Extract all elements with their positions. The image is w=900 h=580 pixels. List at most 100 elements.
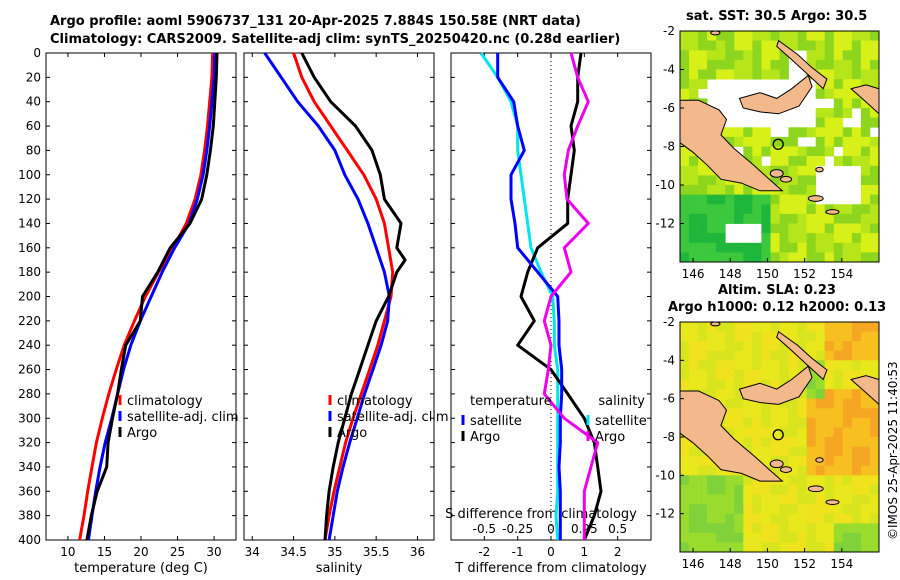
sst-cell: [824, 31, 835, 41]
sst-cell: [842, 233, 853, 244]
sla-cell: [707, 465, 717, 476]
sla-cell: [734, 475, 744, 486]
sla-cell: [761, 360, 771, 371]
sst-cell: [680, 79, 690, 90]
sla-cell: [824, 513, 835, 524]
sla-cell: [689, 341, 699, 352]
depth-tick-label: 160: [18, 241, 41, 255]
difference-legend-label: Argo: [470, 430, 500, 445]
sla-cell: [734, 408, 744, 419]
sst-cell: [797, 223, 807, 234]
sla-cell: [779, 513, 789, 524]
sla-cell: [824, 446, 835, 457]
sla-cell: [716, 341, 726, 352]
sla-cell: [824, 369, 835, 380]
sla-cell: [806, 389, 816, 400]
sst-cell: [788, 204, 798, 215]
sla-xtick-label: 154: [830, 557, 853, 571]
sla-cell: [788, 417, 798, 428]
sst-cell: [806, 156, 816, 167]
sla-cell: [824, 437, 835, 447]
sla-cell: [680, 446, 690, 457]
sst-cell: [860, 223, 871, 234]
sst-cell: [698, 40, 708, 51]
sst-cell: [870, 213, 880, 224]
salinity-panel-xtick-label: 36: [410, 545, 425, 559]
sst-cell: [680, 165, 690, 176]
sst-cell: [734, 69, 744, 80]
sst-cell: [842, 204, 853, 215]
sla-cell: [761, 350, 771, 361]
sla-cell: [689, 331, 699, 342]
sla-cell: [734, 322, 744, 332]
sst-cell: [779, 31, 789, 41]
sst-cell: [734, 185, 744, 195]
difference-stick-label: -0.5: [473, 522, 496, 536]
sst-cell: [797, 204, 807, 215]
sst-cell: [851, 69, 862, 80]
sst-cell: [788, 175, 798, 186]
difference-panel-xtick-label: 0: [547, 545, 555, 559]
sst-cell: [824, 88, 835, 99]
sla-cell: [725, 322, 735, 332]
sst-cell: [815, 233, 826, 244]
sst-cell: [815, 31, 826, 41]
sst-cell: [716, 223, 726, 234]
sst-cell: [815, 136, 826, 147]
sst-cell: [761, 69, 771, 80]
sst-argo-marker: [772, 138, 784, 150]
sla-cell: [870, 494, 880, 505]
sla-cell: [842, 369, 853, 380]
sst-cell: [734, 204, 744, 215]
sla-cell: [842, 446, 853, 457]
sla-cell: [842, 360, 853, 371]
sla-cell: [752, 523, 762, 534]
sla-cell: [752, 427, 762, 438]
sst-cell: [779, 185, 789, 195]
sla-cell: [788, 331, 798, 342]
sla-cell: [806, 408, 816, 419]
sla-cell: [851, 369, 862, 380]
sla-ytick-label: -12: [655, 507, 675, 521]
sst-cell: [689, 79, 699, 90]
sla-cell: [716, 465, 726, 476]
sla-cell: [770, 331, 780, 342]
sst-cell: [860, 242, 871, 253]
sla-cell: [824, 417, 835, 428]
sla-cell: [689, 369, 699, 380]
sst-cell: [707, 204, 717, 215]
sst-cell: [770, 242, 780, 253]
sst-cell: [842, 252, 853, 263]
depth-tick-label: 320: [18, 436, 41, 450]
sla-land-island: [779, 466, 793, 473]
sla-cell: [698, 322, 708, 332]
sla-cell: [806, 494, 816, 505]
sst-cell: [698, 31, 708, 41]
sst-cell: [707, 40, 717, 51]
sla-ytick-label: -4: [663, 353, 675, 367]
sst-cell: [770, 213, 780, 224]
sst-cell: [698, 233, 708, 244]
temperature-legend-label: Argo: [127, 426, 157, 441]
sst-cell: [725, 136, 735, 147]
sst-cell: [716, 242, 726, 253]
sst-cell: [761, 165, 771, 176]
sst-cell: [860, 146, 871, 157]
sla-cell: [788, 484, 798, 495]
depth-tick-label: 380: [18, 509, 41, 523]
sla-cell: [689, 475, 699, 486]
sla-cell: [761, 369, 771, 380]
sst-xtick-label: 152: [793, 267, 816, 281]
sst-cell: [689, 88, 699, 99]
sla-cell: [842, 523, 853, 534]
sst-cell: [743, 136, 753, 147]
sst-cell: [824, 223, 835, 234]
sst-cell: [788, 185, 798, 195]
sla-cell: [725, 494, 735, 505]
sla-cell: [815, 417, 826, 428]
sst-cell: [860, 233, 871, 244]
sla-cell: [788, 475, 798, 486]
depth-tick-label: 80: [26, 143, 41, 157]
sla-cell: [743, 417, 753, 428]
sst-map: [679, 30, 880, 263]
